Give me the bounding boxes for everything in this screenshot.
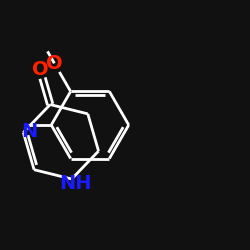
Text: NH: NH (59, 174, 92, 193)
Text: O: O (46, 54, 63, 73)
Text: N: N (22, 122, 38, 141)
Text: O: O (32, 60, 48, 78)
